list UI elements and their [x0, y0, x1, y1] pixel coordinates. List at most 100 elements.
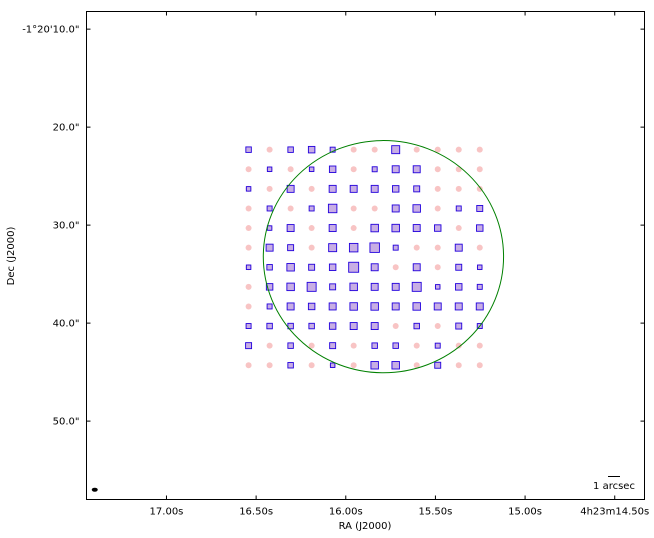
data-square	[349, 302, 358, 311]
beam-marker	[91, 487, 98, 492]
data-square	[392, 244, 399, 251]
data-square	[412, 302, 421, 311]
data-square	[455, 283, 463, 291]
grid-dot	[266, 185, 273, 192]
y-tick-label: 20.0"	[53, 123, 80, 134]
data-square	[245, 342, 253, 350]
grid-dot	[413, 244, 420, 251]
data-square	[391, 145, 401, 155]
data-square	[266, 303, 273, 310]
x-tick-label: 15.50s	[419, 507, 453, 518]
grid-dot	[308, 362, 315, 369]
data-square	[328, 263, 337, 271]
data-square	[287, 244, 295, 252]
grid-dot	[245, 283, 252, 290]
data-square	[392, 342, 399, 349]
grid-dot	[350, 205, 357, 212]
data-square	[391, 185, 400, 193]
data-square	[476, 224, 484, 232]
grid-dot	[308, 185, 315, 192]
data-square	[412, 165, 421, 174]
data-square	[391, 361, 400, 370]
data-square	[434, 224, 442, 232]
grid-dot	[350, 225, 357, 232]
scale-bar-label: 1 arcsec	[593, 481, 635, 492]
grid-dot	[434, 323, 441, 330]
data-square	[307, 145, 316, 154]
data-square	[286, 184, 295, 193]
grid-dot	[266, 362, 273, 369]
data-square	[371, 342, 378, 349]
x-tick-label: 15.00s	[508, 507, 542, 518]
plot-frame	[86, 11, 645, 500]
data-square	[434, 342, 441, 349]
data-square	[412, 224, 421, 233]
grid-dot	[392, 323, 399, 330]
data-square	[329, 283, 337, 291]
data-square	[370, 361, 379, 370]
data-square	[286, 282, 295, 292]
data-square	[412, 204, 421, 213]
y-tick-label: 50.0"	[53, 417, 80, 428]
grid-dot	[434, 264, 441, 271]
grid-dot	[455, 342, 462, 349]
data-square	[349, 322, 358, 331]
grid-dot	[413, 146, 420, 153]
grid-dot	[266, 342, 273, 349]
data-square	[412, 263, 421, 272]
x-tick-label: 4h23m14.50s	[580, 507, 649, 518]
grid-dot	[455, 362, 462, 369]
data-square	[328, 302, 337, 311]
grid-dot	[350, 166, 357, 173]
data-square	[477, 264, 483, 270]
grid-dot	[434, 185, 441, 192]
grid-dot	[308, 244, 315, 251]
data-square	[349, 184, 358, 193]
grid-dot	[434, 205, 441, 212]
data-square	[370, 282, 379, 291]
data-square	[266, 264, 273, 271]
grid-dot	[476, 362, 483, 369]
data-square	[455, 205, 462, 212]
grid-dot	[434, 146, 441, 153]
grid-dot	[245, 362, 252, 369]
grid-dot	[413, 342, 420, 349]
x-tick-label: 16.50s	[239, 507, 273, 518]
data-square	[435, 284, 441, 290]
data-square	[265, 243, 274, 252]
data-square	[475, 302, 484, 311]
grid-dot	[308, 342, 315, 349]
data-square	[434, 361, 442, 369]
grid-dot	[371, 146, 378, 153]
data-square	[308, 263, 316, 271]
data-square	[287, 362, 294, 369]
data-square	[391, 204, 400, 213]
grid-dot	[413, 362, 420, 369]
data-squares	[245, 145, 484, 370]
data-square	[370, 302, 379, 311]
data-square	[391, 165, 400, 174]
x-tick-label: 17.00s	[150, 507, 184, 518]
data-square	[391, 223, 400, 233]
data-square	[391, 282, 400, 291]
x-tick-label: 16.00s	[329, 507, 363, 518]
data-square	[370, 223, 379, 233]
data-square	[329, 362, 336, 368]
data-square	[329, 146, 336, 153]
data-square	[348, 261, 360, 273]
data-square	[286, 224, 295, 233]
y-axis-label: Dec (J2000)	[6, 227, 17, 286]
grid-dot	[455, 166, 462, 173]
grid-dot	[455, 225, 462, 232]
data-square	[476, 283, 483, 290]
grid-dot	[245, 225, 252, 232]
data-square	[413, 185, 421, 193]
grid-dot	[455, 146, 462, 153]
data-square	[287, 342, 294, 349]
grid-dot	[266, 146, 273, 153]
data-square	[476, 205, 484, 212]
axis-ticks: 17.00s 16.50s 16.00s 15.50s 15.00s 4h23m14.50…	[22, 11, 649, 518]
grid-dot	[245, 166, 252, 173]
data-square	[308, 166, 315, 172]
grid-dot	[350, 146, 357, 153]
